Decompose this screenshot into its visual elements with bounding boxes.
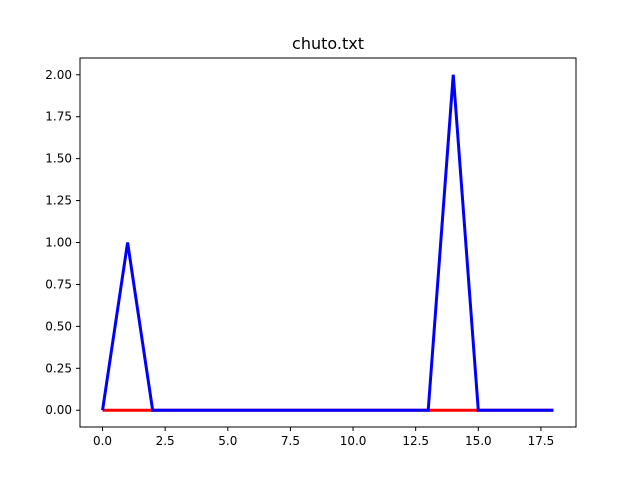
y-tick-label: 0.25: [45, 361, 72, 375]
x-tick-label: 7.5: [281, 434, 300, 448]
y-tick-label: 2.00: [45, 68, 72, 82]
x-tick-label: 15.0: [465, 434, 492, 448]
y-tick-label: 0.50: [45, 319, 72, 333]
x-tick-label: 0.0: [93, 434, 112, 448]
x-tick-label: 2.5: [156, 434, 175, 448]
plot-area: 0.0 2.5 5.0 7.5 10.0 12.5 15.0 17.5 0.00 0.25 0.50…: [45, 57, 577, 448]
x-tick-label: 17.5: [528, 434, 555, 448]
chart-title: chuto.txt: [292, 34, 364, 53]
y-tick-label: 1.50: [45, 152, 72, 166]
y-tick-label: 1.00: [45, 236, 72, 250]
y-tick-label: 1.25: [45, 194, 72, 208]
y-tick-label: 0.00: [45, 403, 72, 417]
x-tick-label: 10.0: [340, 434, 367, 448]
series-line-2: [101, 74, 554, 412]
y-tick-label: 0.75: [45, 277, 72, 291]
y-tick-label: 1.75: [45, 110, 72, 124]
x-tick-label: 5.0: [218, 434, 237, 448]
x-tick-label: 12.5: [402, 434, 429, 448]
